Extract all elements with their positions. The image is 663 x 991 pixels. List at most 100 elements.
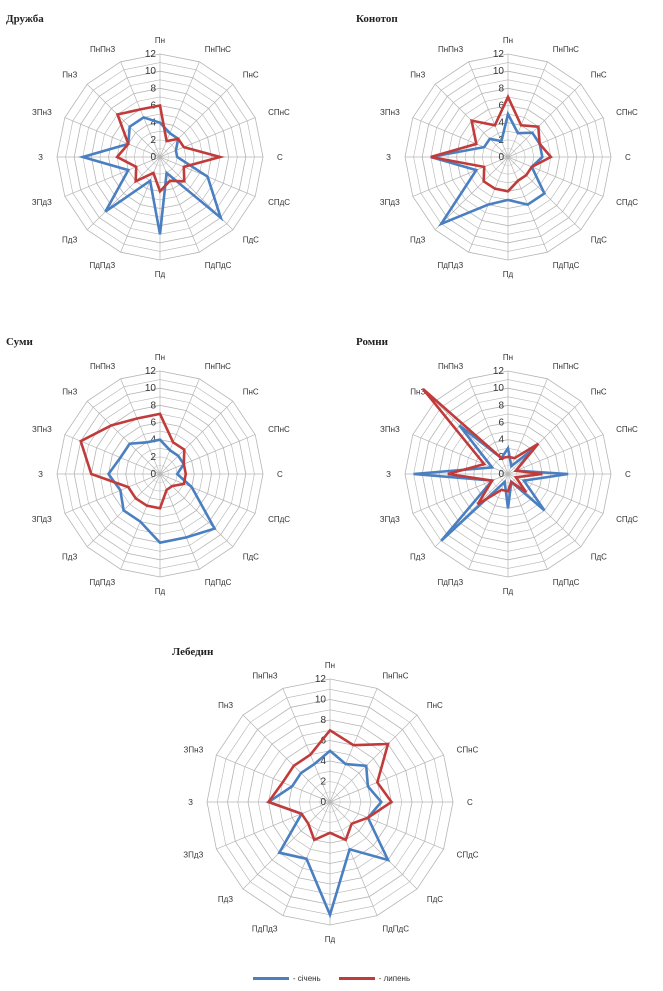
category-label-з: З	[38, 470, 43, 479]
grid-spoke	[329, 754, 444, 803]
grid-spoke	[64, 156, 161, 197]
grid-spoke	[507, 156, 604, 197]
radar-chart-4: 024681012ПнПнПнСПнССПнСССПдСПдСПдПдСПдПд…	[356, 336, 638, 596]
tick-label: 8	[150, 83, 156, 94]
tick-label: 0	[498, 152, 504, 163]
legend: - січень - липень	[0, 968, 663, 988]
category-label-пнпнз: ПнПнЗ	[438, 45, 463, 54]
series-line-january	[78, 115, 224, 235]
tick-label: 12	[145, 366, 157, 377]
grid-spoke	[507, 83, 582, 158]
category-label-пдз: ПдЗ	[218, 895, 233, 904]
category-label-пнз: ПнЗ	[410, 387, 425, 396]
series-line-july	[79, 412, 188, 510]
tick-label: 12	[315, 674, 327, 685]
category-label-с: С	[625, 153, 631, 162]
tick-label: 0	[320, 797, 326, 808]
grid-spoke	[507, 117, 604, 158]
category-label-пнпнс: ПнПнС	[205, 362, 231, 371]
category-label-пн: Пн	[325, 661, 335, 670]
category-label-спнс: СПнС	[268, 425, 290, 434]
category-label-пд: Пд	[503, 587, 514, 596]
tick-label: 8	[150, 400, 156, 411]
series-line-january	[265, 749, 391, 919]
grid-spoke	[159, 378, 200, 475]
grid-spoke	[159, 473, 234, 548]
legend-label-january: - січень	[292, 973, 321, 983]
legend-swatch-january	[252, 976, 289, 980]
category-label-з: З	[38, 153, 43, 162]
grid-spoke	[159, 434, 256, 475]
series-line-july	[421, 388, 543, 506]
category-label-пдпдз: ПдПдЗ	[438, 261, 464, 270]
category-label-пнс: ПнС	[243, 387, 259, 396]
grid-spoke	[86, 156, 161, 231]
category-label-пд: Пд	[325, 935, 336, 944]
grid-spoke	[329, 801, 444, 850]
legend-swatch-july	[338, 976, 375, 980]
category-label-спдс: СПдС	[268, 515, 290, 524]
category-label-з: З	[188, 798, 193, 807]
grid-spoke	[216, 754, 331, 803]
category-label-пнпнз: ПнПнЗ	[90, 362, 115, 371]
grid-spoke	[159, 83, 234, 158]
category-label-спнс: СПнС	[616, 108, 638, 117]
category-label-пдс: ПдС	[243, 553, 259, 562]
category-label-пдз: ПдЗ	[62, 553, 77, 562]
tick-label: 2	[150, 452, 156, 463]
category-label-пдпдс: ПдПдС	[553, 261, 580, 270]
category-label-пдз: ПдЗ	[410, 236, 425, 245]
category-label-пнпнз: ПнПнЗ	[438, 362, 463, 371]
tick-label: 4	[498, 435, 504, 446]
chart-title: Суми	[6, 336, 34, 348]
category-label-пнз: ПнЗ	[62, 387, 77, 396]
series-line-july	[115, 103, 226, 194]
category-label-спдс: СПдС	[616, 515, 638, 524]
grid-spoke	[64, 117, 161, 158]
category-label-з: З	[386, 470, 391, 479]
category-label-з: З	[386, 153, 391, 162]
category-label-зпнз: ЗПнЗ	[380, 425, 400, 434]
grid-spoke	[434, 156, 509, 231]
category-label-пнз: ПнЗ	[218, 701, 233, 710]
series-line-january	[106, 438, 217, 545]
category-label-пдпдс: ПдПдС	[205, 578, 232, 587]
tick-label: 6	[498, 418, 504, 429]
grid-spoke	[216, 801, 331, 850]
grid-spoke	[120, 378, 161, 475]
category-label-спнс: СПнС	[268, 108, 290, 117]
category-label-пдпдз: ПдПдЗ	[90, 261, 116, 270]
tick-label: 4	[498, 118, 504, 129]
category-label-пд: Пд	[155, 587, 166, 596]
category-label-с: С	[625, 470, 631, 479]
tick-label: 8	[320, 715, 326, 726]
grid-spoke	[242, 801, 331, 890]
category-label-спдс: СПдС	[457, 850, 479, 859]
grid-spoke	[329, 714, 418, 803]
tick-label: 0	[150, 152, 156, 163]
category-label-пнз: ПнЗ	[62, 70, 77, 79]
tick-label: 12	[145, 49, 157, 60]
series-line-january	[430, 110, 547, 227]
tick-label: 0	[498, 469, 504, 480]
tick-label: 10	[493, 66, 505, 77]
tick-label: 10	[493, 383, 505, 394]
tick-label: 4	[320, 756, 326, 767]
category-label-пдз: ПдЗ	[62, 236, 77, 245]
category-label-пн: Пн	[155, 353, 165, 362]
radar-chart-3: 024681012ПнПнПнСПнССПнСССПдСПдСПдПдСПдПд…	[6, 336, 290, 596]
category-label-пнс: ПнС	[243, 70, 259, 79]
category-label-пдс: ПдС	[427, 895, 443, 904]
grid-spoke	[242, 714, 331, 803]
tick-label: 6	[150, 418, 156, 429]
category-label-с: С	[467, 798, 473, 807]
category-label-пнпнз: ПнПнЗ	[90, 45, 115, 54]
category-label-пнс: ПнС	[427, 701, 443, 710]
grid-spoke	[64, 473, 161, 514]
category-label-зпдз: ЗПдЗ	[183, 850, 203, 859]
grid-spoke	[159, 400, 234, 475]
grid-spoke	[86, 83, 161, 158]
category-label-пдпдс: ПдПдС	[553, 578, 580, 587]
category-label-пнпнс: ПнПнС	[553, 362, 579, 371]
